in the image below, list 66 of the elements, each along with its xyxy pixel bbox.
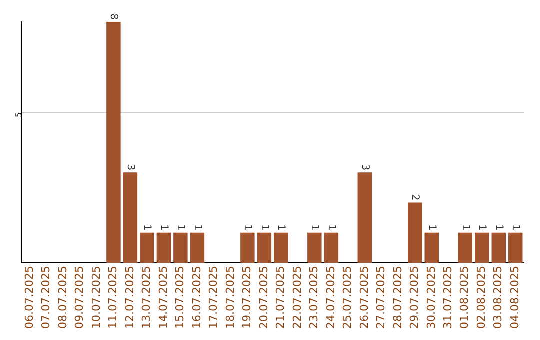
x-tick-label: 15.07.2025 [174, 266, 187, 330]
data-label: 1 [460, 224, 471, 231]
x-tick-label: 12.07.2025 [123, 266, 136, 330]
bar [458, 232, 473, 264]
x-tick-label: 01.08.2025 [458, 266, 472, 330]
data-label: 2 [410, 194, 421, 201]
x-tick-label: 31.07.2025 [442, 266, 454, 330]
bar [274, 232, 288, 264]
x-tick-label: 08.07.2025 [56, 266, 70, 330]
x-tick-label: 19.07.2025 [240, 266, 254, 330]
x-tick-label: 09.07.2025 [73, 266, 86, 330]
x-tick-label: 02.08.2025 [474, 266, 488, 330]
bar [140, 232, 154, 264]
bar [190, 232, 205, 264]
data-label: 8 [108, 14, 120, 20]
data-label: 1 [142, 224, 153, 231]
x-tick-label: 24.07.2025 [324, 266, 338, 330]
bar [240, 232, 255, 264]
bar [174, 232, 188, 264]
data-label: 1 [242, 224, 254, 231]
data-label: 1 [175, 224, 186, 231]
x-tick-label: 30.07.2025 [424, 266, 438, 330]
x-tick-label: 28.07.2025 [391, 266, 404, 330]
x-tick-label: 18.07.2025 [224, 266, 237, 330]
data-label: 3 [124, 164, 136, 171]
bar [408, 202, 422, 264]
data-label: 1 [493, 224, 504, 231]
bar [508, 232, 523, 264]
bar [106, 22, 121, 264]
data-label: 3 [359, 164, 370, 171]
x-tick-label: 11.07.2025 [106, 266, 120, 330]
data-label: 1 [158, 224, 170, 231]
data-label: 1 [326, 224, 337, 231]
x-tick-label: 22.07.2025 [290, 266, 304, 330]
bar [475, 232, 490, 264]
x-tick-label: 27.07.2025 [374, 266, 388, 330]
bar [156, 232, 172, 264]
x-tick-label: 16.07.2025 [190, 266, 204, 330]
data-label: 1 [192, 224, 203, 231]
x-tick-label: 07.07.2025 [40, 266, 53, 330]
x-tick-label: 04.08.2025 [508, 266, 522, 330]
data-label: 1 [309, 224, 320, 231]
bar [358, 172, 372, 264]
bar [257, 232, 272, 264]
data-label: 1 [258, 224, 270, 231]
data-label: 1 [426, 224, 438, 231]
bar [123, 172, 138, 264]
x-tick-label: 14.07.2025 [156, 266, 170, 330]
x-tick-label: 20.07.2025 [257, 266, 270, 330]
x-tick-label: 10.07.2025 [90, 266, 103, 330]
bar [492, 232, 506, 264]
data-label: 1 [510, 224, 522, 231]
x-tick-label: 03.08.2025 [492, 266, 505, 330]
x-tick-label: 26.07.2025 [358, 266, 371, 330]
x-tick-label: 21.07.2025 [274, 266, 288, 330]
x-tick-label: 29.07.2025 [408, 266, 422, 330]
x-tick-label: 13.07.2025 [140, 266, 154, 330]
bar [324, 232, 339, 264]
data-label: 1 [476, 224, 488, 231]
bar [308, 232, 322, 264]
x-tick-label: 17.07.2025 [207, 266, 220, 330]
x-tick-label: 06.07.2025 [22, 266, 36, 330]
x-tick-label: 23.07.2025 [308, 266, 321, 330]
bar [424, 232, 440, 264]
x-tick-label: 25.07.2025 [341, 266, 354, 330]
data-label: 1 [276, 224, 287, 231]
